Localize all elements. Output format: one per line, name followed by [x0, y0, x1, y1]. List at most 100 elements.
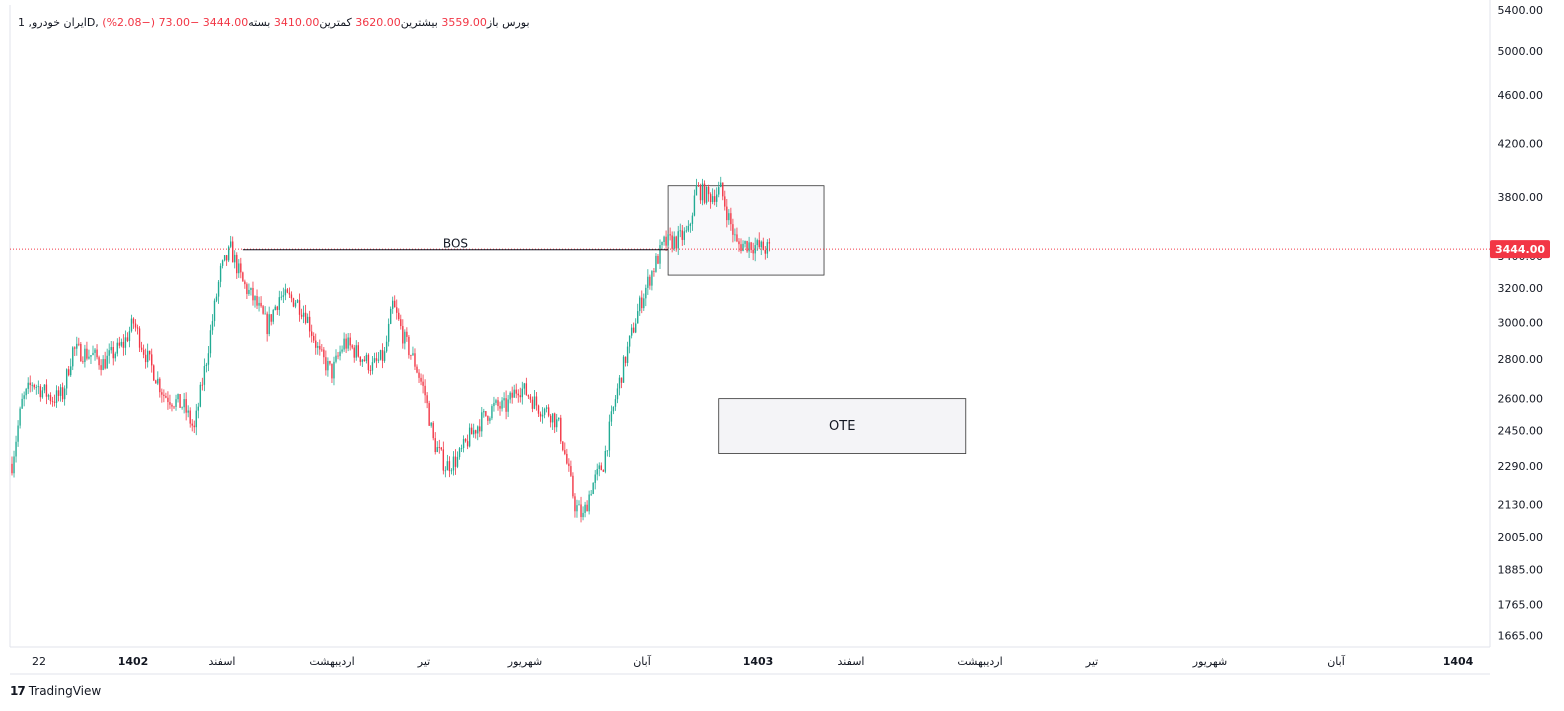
candle-body — [436, 447, 438, 453]
candle-body — [744, 241, 746, 244]
candle-body — [543, 408, 546, 415]
candle-body — [19, 408, 21, 426]
candle-body — [669, 234, 671, 236]
candle-body — [594, 474, 596, 483]
candle-body — [39, 386, 42, 398]
candle-body — [556, 419, 558, 428]
candle-body — [108, 350, 110, 356]
candle-body — [51, 401, 54, 402]
candle-body — [82, 361, 84, 363]
candle-body — [308, 316, 311, 332]
candle-body — [209, 330, 212, 354]
candle-body — [347, 337, 349, 349]
candle-body — [667, 234, 669, 246]
candle-body — [149, 350, 151, 355]
candle-body — [734, 234, 736, 236]
current-price-badge — [1490, 240, 1550, 259]
candle-body — [473, 430, 475, 435]
candle-body — [236, 254, 238, 274]
candle-body — [242, 272, 244, 282]
candle-body — [568, 463, 570, 467]
candle-body — [450, 470, 453, 472]
candle-body — [53, 401, 56, 403]
candle-body — [94, 349, 96, 353]
candle-body — [495, 400, 497, 403]
candle-body — [292, 298, 295, 307]
candle-body — [655, 255, 657, 272]
candle-body — [304, 312, 307, 323]
candle-body — [525, 383, 528, 396]
candle-body — [628, 335, 631, 347]
candle-body — [373, 358, 376, 363]
candle-body — [59, 387, 62, 396]
candle-body — [256, 296, 258, 306]
candle-body — [489, 418, 491, 421]
candle-body — [104, 359, 106, 369]
candle-body — [641, 297, 643, 309]
price-tick-label: 2005.00 — [1498, 531, 1544, 544]
candle-body — [351, 345, 353, 348]
candle-body — [341, 349, 343, 352]
candle-body — [284, 289, 287, 296]
candle-body — [699, 185, 702, 201]
candle-body — [622, 356, 625, 383]
time-tick-label: آبان — [633, 654, 651, 668]
candle-body — [420, 377, 422, 382]
candle-body — [760, 241, 762, 248]
candle-body — [252, 287, 254, 301]
time-axis[interactable]: 22 1402 اسفند اردیبهشت تیر شهریور آبان 1403 اسفن… — [32, 654, 1474, 668]
candle-body — [608, 421, 611, 451]
chart-annotations[interactable]: BOS OTE — [10, 237, 1490, 454]
candle-body — [693, 195, 696, 216]
candle-body — [45, 384, 48, 397]
candle-body — [701, 183, 704, 201]
legend-close-value: 3444.00 — [202, 16, 249, 29]
candle-body — [711, 196, 714, 203]
candle-body — [185, 399, 187, 413]
price-tick-label: 3000.00 — [1498, 317, 1544, 330]
candle-body — [207, 353, 210, 365]
candle-body — [412, 353, 414, 356]
legend-close-label: بسته — [248, 16, 271, 29]
time-tick-label: اسفند — [209, 655, 236, 668]
candle-body — [624, 356, 627, 363]
candle-body — [408, 336, 410, 356]
candle-body — [539, 413, 542, 417]
candle-body — [49, 395, 52, 402]
candle-body — [766, 242, 769, 254]
tradingview-brand[interactable]: 17 TradingView — [10, 684, 101, 698]
candle-body — [736, 234, 738, 242]
candle-body — [432, 422, 434, 439]
candle-body — [181, 407, 183, 409]
candle-body — [651, 271, 653, 286]
candle-body — [240, 263, 242, 273]
candle-body — [381, 350, 384, 361]
candle-body — [86, 348, 88, 359]
candle-body — [262, 306, 264, 314]
candle-body — [268, 314, 270, 335]
candle-body — [213, 300, 216, 322]
candle-body — [31, 384, 33, 386]
candle-body — [616, 388, 619, 400]
candle-body — [572, 475, 574, 497]
price-axis[interactable]: 5400.005000.004600.004200.003800.003400.… — [1490, 4, 1550, 643]
candle-body — [460, 448, 463, 449]
candle-body — [280, 296, 283, 298]
legend-open-label: باز — [486, 16, 499, 29]
candle-body — [637, 311, 639, 324]
candle-body — [523, 383, 526, 389]
candle-body — [477, 426, 479, 434]
brand-name: TradingView — [28, 684, 102, 698]
candle-body — [43, 384, 46, 391]
candle-body — [197, 406, 199, 411]
candle-body — [96, 349, 98, 358]
candle-body — [396, 307, 398, 313]
candle-body — [327, 361, 329, 371]
candle-body — [665, 236, 667, 246]
candle-body — [691, 215, 694, 224]
candle-body — [41, 390, 44, 398]
candle-body — [709, 194, 712, 203]
candle-body — [199, 384, 202, 407]
legend-low-value: 3410.00 — [273, 16, 320, 29]
